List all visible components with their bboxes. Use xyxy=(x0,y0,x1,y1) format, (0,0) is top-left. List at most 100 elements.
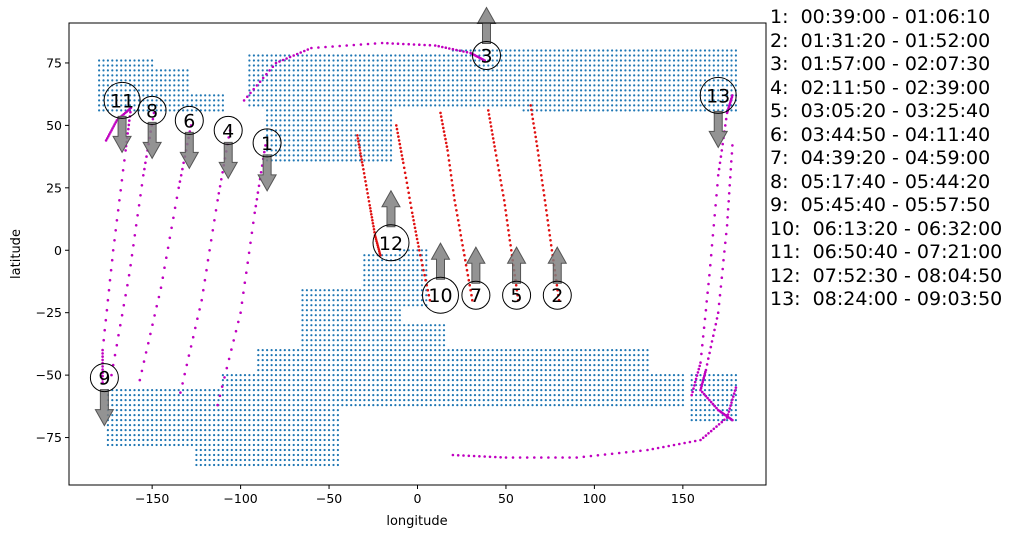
coverage-point xyxy=(403,99,406,102)
x-tick-label: 50 xyxy=(498,491,514,506)
track-point-9b xyxy=(731,144,734,147)
coverage-point xyxy=(451,389,454,392)
coverage-point xyxy=(721,384,724,387)
coverage-point xyxy=(279,448,282,452)
coverage-point xyxy=(292,149,295,152)
track-point-8 xyxy=(134,224,138,227)
coverage-point xyxy=(283,453,286,457)
coverage-point xyxy=(363,314,366,317)
coverage-point xyxy=(367,84,370,87)
coverage-point xyxy=(230,379,233,382)
coverage-point xyxy=(323,159,326,162)
coverage-point xyxy=(597,94,600,97)
coverage-point xyxy=(416,379,419,382)
track-point-5 xyxy=(508,239,512,242)
coverage-point xyxy=(398,384,401,387)
coverage-point xyxy=(226,374,229,377)
track-point-10 xyxy=(397,139,401,142)
coverage-point xyxy=(274,369,278,372)
coverage-point xyxy=(301,134,304,137)
coverage-point xyxy=(305,79,308,82)
coverage-point xyxy=(478,74,481,77)
coverage-point xyxy=(376,129,379,132)
track-point-7 xyxy=(449,169,452,172)
track-point-3 xyxy=(268,69,271,72)
coverage-point xyxy=(332,124,335,127)
coverage-point xyxy=(425,299,428,302)
coverage-point xyxy=(274,414,278,417)
coverage-point xyxy=(717,379,720,382)
coverage-point xyxy=(504,89,508,92)
coverage-point xyxy=(279,84,282,87)
track-point-9b xyxy=(700,384,703,388)
coverage-point xyxy=(659,389,662,392)
coverage-point xyxy=(363,64,366,67)
coverage-point xyxy=(571,349,574,352)
coverage-point xyxy=(124,424,127,427)
track-point-9 xyxy=(723,418,726,422)
track-point-10 xyxy=(405,181,409,185)
coverage-point xyxy=(434,394,437,397)
coverage-point xyxy=(354,349,357,352)
coverage-point xyxy=(128,64,132,67)
coverage-point xyxy=(310,294,313,297)
coverage-point xyxy=(310,384,313,387)
coverage-point xyxy=(314,359,317,362)
coverage-point xyxy=(336,109,339,112)
coverage-point xyxy=(681,404,685,407)
track-point-2 xyxy=(532,122,535,125)
coverage-point xyxy=(602,369,605,372)
coverage-point xyxy=(261,59,264,62)
coverage-point xyxy=(726,74,729,77)
coverage-point xyxy=(323,369,326,372)
coverage-point xyxy=(500,84,503,87)
coverage-point xyxy=(690,64,693,67)
coverage-point xyxy=(314,458,317,462)
coverage-point xyxy=(345,324,348,327)
coverage-point xyxy=(650,59,654,62)
coverage-point xyxy=(659,399,662,402)
coverage-point xyxy=(332,364,335,367)
coverage-point xyxy=(434,69,437,72)
coverage-point xyxy=(257,414,260,417)
coverage-point xyxy=(606,69,609,72)
coverage-point xyxy=(363,109,366,112)
coverage-point xyxy=(323,89,326,92)
coverage-point xyxy=(562,74,565,77)
coverage-point xyxy=(394,274,397,277)
coverage-point xyxy=(310,369,313,372)
coverage-point xyxy=(403,74,406,77)
track-point-2 xyxy=(531,117,535,121)
coverage-point xyxy=(584,369,587,372)
coverage-point xyxy=(358,319,362,322)
coverage-point xyxy=(314,159,317,162)
coverage-point xyxy=(257,394,260,397)
coverage-point xyxy=(230,443,233,447)
coverage-point xyxy=(354,114,357,117)
coverage-point xyxy=(310,309,313,312)
coverage-point xyxy=(588,84,592,87)
coverage-point xyxy=(248,59,251,62)
track-point-11 xyxy=(115,119,119,122)
coverage-point xyxy=(717,64,720,67)
coverage-point xyxy=(487,399,490,402)
coverage-point xyxy=(243,379,247,382)
coverage-point xyxy=(672,404,676,407)
coverage-point xyxy=(372,309,375,312)
coverage-point xyxy=(540,364,543,367)
coverage-point xyxy=(398,99,401,102)
coverage-point xyxy=(319,94,322,97)
track-point-2 xyxy=(549,244,553,247)
coverage-point xyxy=(602,109,605,112)
coverage-point xyxy=(403,84,406,87)
coverage-point xyxy=(389,89,393,92)
coverage-point xyxy=(323,79,326,82)
coverage-point xyxy=(279,129,282,132)
coverage-point xyxy=(540,99,543,102)
coverage-point xyxy=(301,384,304,387)
coverage-point xyxy=(151,84,154,87)
coverage-point xyxy=(429,349,432,352)
track-point-3 xyxy=(386,41,389,45)
coverage-point xyxy=(332,359,335,362)
coverage-point xyxy=(580,89,583,92)
